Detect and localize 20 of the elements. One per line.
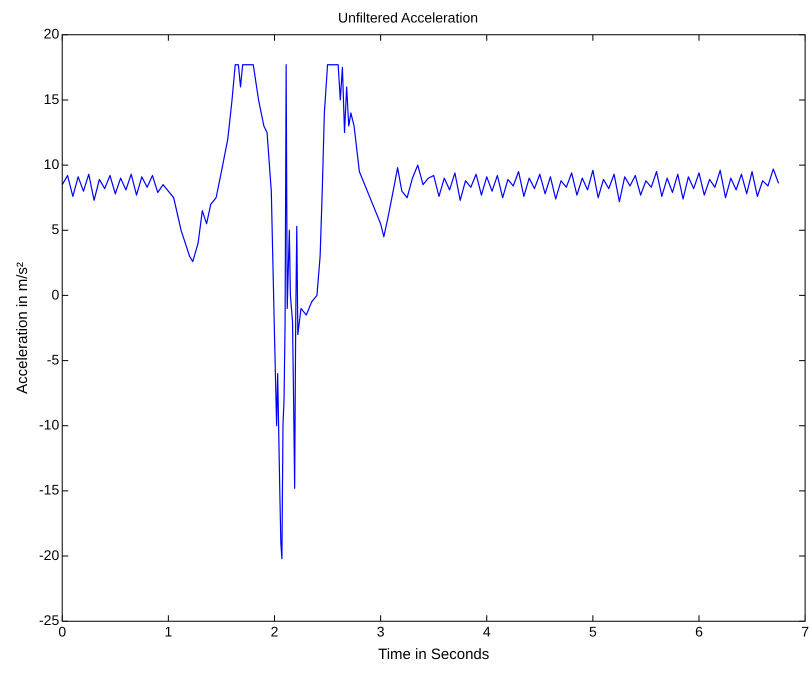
y-axis-title: Acceleration in m/s² xyxy=(14,262,32,394)
x-tick-label: 6 xyxy=(695,623,704,640)
x-tick-label: 5 xyxy=(588,623,597,640)
y-tick-label: 20 xyxy=(44,26,60,42)
chart-title: Unfiltered Acceleration xyxy=(338,9,478,26)
y-tick-label: -5 xyxy=(46,351,60,368)
x-tick-label: 2 xyxy=(270,623,279,640)
y-tick-label: -15 xyxy=(39,482,60,498)
y-tick-label: 15 xyxy=(44,90,60,107)
y-tick-label: -20 xyxy=(39,546,60,563)
x-tick-label: 1 xyxy=(164,623,172,640)
y-tick-label: 0 xyxy=(51,286,60,302)
x-tick-label: 4 xyxy=(482,623,491,640)
x-axis-title: Time in Seconds xyxy=(378,646,490,664)
y-tick-label: -25 xyxy=(39,612,60,628)
x-tick-label: 7 xyxy=(801,623,810,640)
x-tick-label: 3 xyxy=(376,623,385,640)
y-tick-label: 5 xyxy=(51,221,60,238)
y-tick-label: -10 xyxy=(39,416,60,433)
y-tick-label: 10 xyxy=(44,156,60,172)
